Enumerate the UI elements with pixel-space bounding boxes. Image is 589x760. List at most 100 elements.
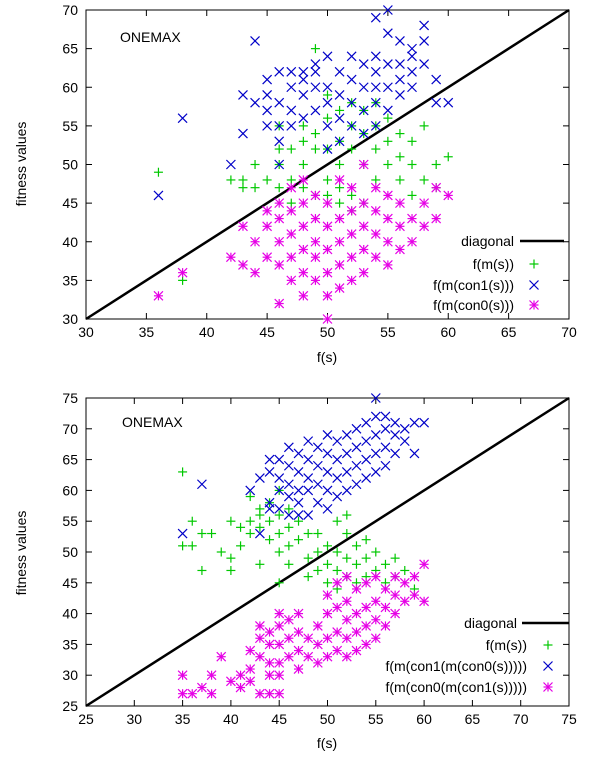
data-point-cross [346, 120, 357, 131]
data-point-cross-d2 [358, 59, 369, 69]
data-point-cross-d2 [395, 90, 405, 100]
data-point-star [322, 221, 333, 232]
data-point-cross [332, 454, 343, 465]
data-point-cross-d2 [274, 66, 285, 77]
data-point-star [293, 608, 304, 619]
data-point-cross-d2 [177, 113, 188, 124]
data-point-plus [351, 559, 361, 569]
data-point-cross-d2 [283, 460, 294, 471]
data-point-star [361, 577, 372, 588]
data-point-star-d2 [370, 252, 381, 263]
data-point-star [283, 633, 294, 644]
data-point-star [419, 559, 430, 570]
data-point-cross-d2 [361, 417, 372, 428]
data-point-star [358, 267, 369, 278]
data-point-plus [407, 136, 417, 146]
data-point-star-d2 [274, 670, 285, 681]
y-tick-label: 30 [62, 311, 78, 327]
data-point-cross-d2 [390, 430, 401, 440]
data-point-plus [197, 529, 207, 539]
data-point-cross [380, 460, 391, 471]
data-point-star [370, 633, 381, 644]
data-point-plus [250, 160, 260, 169]
data-point-cross-d2 [370, 430, 381, 440]
data-point-cross-d2 [399, 436, 410, 447]
data-point-cross [177, 113, 188, 124]
data-point-star [206, 688, 217, 699]
y-tick-label: 45 [62, 575, 78, 591]
data-point-star-d2 [370, 205, 381, 216]
data-point-plus [323, 541, 332, 551]
data-point-star-d2 [358, 267, 369, 278]
data-point-star [298, 175, 309, 185]
data-point-cross [298, 113, 309, 124]
data-point-cross [361, 454, 372, 465]
legend-marker-star-d2 [543, 682, 553, 692]
data-point-cross-d2 [286, 120, 297, 131]
data-point-star [409, 590, 420, 601]
data-point-cross-d2 [293, 510, 304, 520]
data-point-star [245, 664, 256, 674]
data-point-cross-d2 [286, 82, 297, 93]
data-point-cross [370, 12, 381, 23]
data-point-cross [262, 120, 273, 131]
chart-1-y-ticks: 30 35 40 45 50 55 60 65 70 [62, 2, 569, 327]
data-point-plus [265, 535, 275, 545]
data-point-plus [310, 44, 320, 54]
data-point-plus [380, 559, 390, 569]
data-point-cross-d2 [298, 113, 309, 124]
data-point-star-d2 [286, 275, 297, 286]
data-point-plus [153, 167, 163, 177]
data-point-star-d2 [264, 657, 275, 668]
data-point-star-d2 [238, 221, 248, 232]
y-tick-label: 65 [62, 41, 78, 57]
data-point-star [334, 283, 345, 294]
data-point-star-d2 [303, 633, 314, 644]
data-point-plus [226, 553, 236, 563]
data-point-star [293, 645, 304, 656]
data-point-star-d2 [274, 657, 285, 668]
data-point-star-d2 [264, 627, 275, 638]
data-point-star [358, 198, 369, 209]
data-point-star [332, 627, 343, 638]
data-point-plus [284, 541, 294, 551]
data-point-cross [382, 82, 393, 93]
data-point-star-d2 [225, 252, 236, 263]
data-point-cross-d2 [245, 485, 256, 496]
data-point-star-d2 [177, 267, 188, 278]
chart-1-legend-con0-marker [529, 300, 539, 310]
data-point-cross [274, 120, 285, 131]
chart-1-legend-con0: f(m(con0(s))) [433, 297, 514, 313]
data-point-star [312, 657, 323, 668]
data-point-star [332, 645, 343, 656]
data-point-cross-d2 [322, 97, 333, 108]
data-point-cross-d2 [293, 448, 304, 459]
data-point-cross-d2 [283, 442, 294, 453]
data-point-cross [322, 82, 333, 93]
x-tick-label: 75 [561, 711, 577, 727]
data-point-star-d2 [250, 267, 260, 278]
data-point-plus [395, 129, 405, 139]
data-point-star-d2 [293, 645, 304, 656]
data-point-star-d2 [312, 620, 323, 631]
data-point-cross-d2 [303, 436, 314, 447]
data-point-cross [293, 497, 304, 508]
data-point-cross-d2 [310, 66, 321, 77]
data-point-cross [283, 460, 294, 471]
data-point-star-d2 [370, 633, 381, 644]
data-point-cross [361, 436, 372, 447]
data-point-star [351, 627, 362, 638]
data-point-star [322, 651, 333, 662]
data-point-cross [262, 105, 273, 116]
data-point-star-d2 [395, 221, 405, 232]
data-point-star-d2 [286, 229, 297, 239]
data-point-cross-d2 [346, 51, 357, 62]
data-point-star-d2 [382, 260, 393, 270]
data-point-cross-d2 [370, 393, 381, 403]
data-point-star-d2 [264, 639, 275, 650]
data-point-star-d2 [262, 221, 273, 232]
data-point-star-d2 [390, 608, 401, 619]
data-point-star [274, 198, 285, 209]
data-point-star-d2 [206, 670, 217, 681]
diagonal-line [85, 396, 570, 708]
